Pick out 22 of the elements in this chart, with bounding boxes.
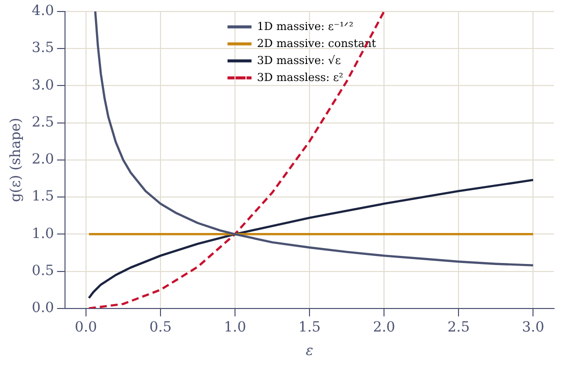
x-tick-label: 1.5 xyxy=(298,319,321,336)
legend-label: 3D massive: √ε xyxy=(257,54,342,67)
legend-label: 1D massive: ε⁻¹ᐟ² xyxy=(257,20,354,33)
y-tick-label: 4.0 xyxy=(32,3,54,20)
y-tick-label: 2.5 xyxy=(32,114,54,130)
x-tick-label: 2.0 xyxy=(372,319,396,336)
x-tick-label: 0.5 xyxy=(149,319,172,336)
x-tick-label: 1.0 xyxy=(224,319,246,336)
line-series xyxy=(88,11,386,308)
y-axis-title: g(ε) (shape) xyxy=(8,118,24,202)
y-tick-label: 1.5 xyxy=(32,188,54,205)
y-tick-label: 1.0 xyxy=(32,226,54,242)
x-tick-label: 3.0 xyxy=(522,319,544,336)
legend-label: 3D massless: ε² xyxy=(257,70,344,84)
y-tick-label: 3.5 xyxy=(32,40,54,56)
y-tick-label: 2.0 xyxy=(32,152,54,168)
x-tick-label: 0.0 xyxy=(74,319,98,336)
y-tick-label: 0.0 xyxy=(32,300,54,316)
x-axis-title: ε xyxy=(306,343,314,360)
x-tick-label: 2.5 xyxy=(447,319,470,336)
y-tick-label: 0.5 xyxy=(32,262,54,279)
y-tick-label: 3.0 xyxy=(32,77,54,94)
